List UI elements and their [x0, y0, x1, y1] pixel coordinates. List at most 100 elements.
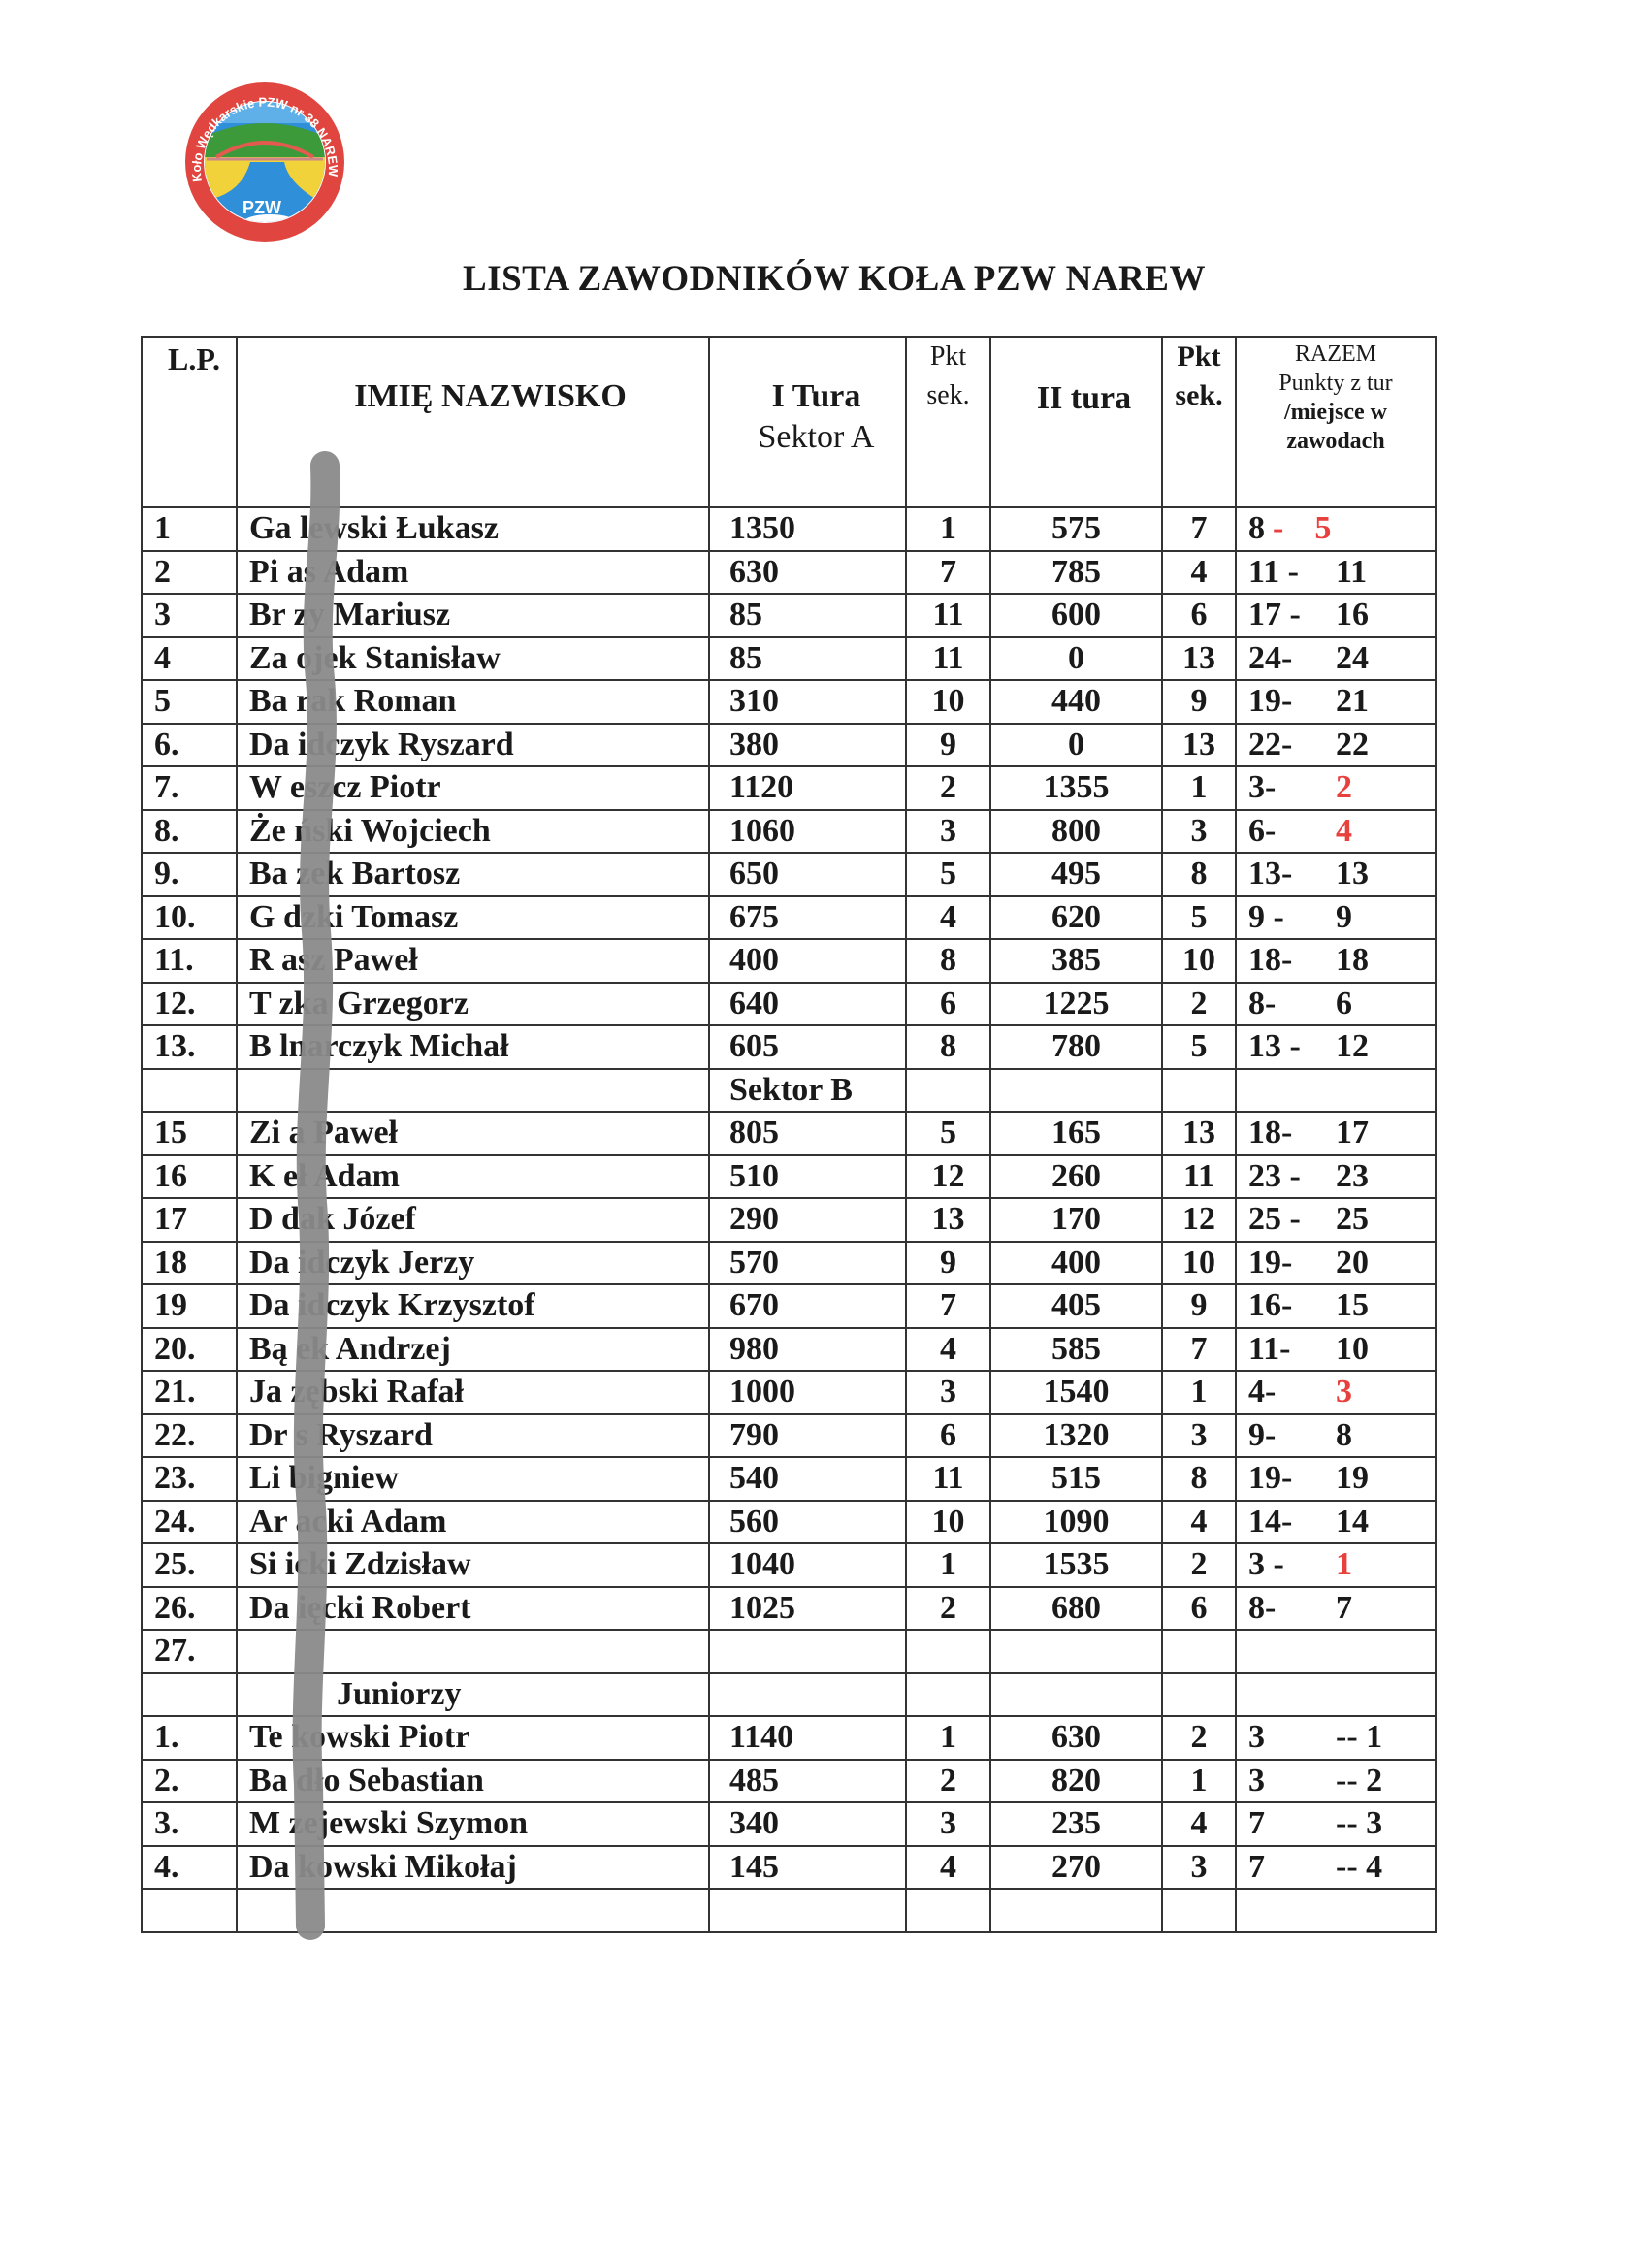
table-row: 4. Da kowski Mikołaj 145 4 270 3 7 -- 4: [141, 1844, 1437, 1890]
cell-p1: 1: [905, 506, 991, 552]
table-row: 20. Bą ek Andrzej 980 4 585 7 11- 10: [141, 1326, 1437, 1372]
cell-t1: 1025: [708, 1585, 907, 1631]
cell-p1: 12: [905, 1153, 991, 1199]
cell-t2: 1320: [989, 1412, 1163, 1458]
cell-r: 8-5: [1235, 506, 1437, 552]
final-place: 21: [1336, 683, 1369, 720]
cell-r: 25 - 25: [1235, 1197, 1437, 1243]
cell-lp: 20.: [141, 1326, 238, 1372]
cell-lp: 23.: [141, 1456, 238, 1502]
cell-name: B lnarczyk Michał: [236, 1024, 710, 1070]
cell-t1: 400: [708, 938, 907, 984]
total-points: 19-: [1248, 1460, 1293, 1497]
cell-p1: [905, 1067, 991, 1113]
table-row: 7. W eszcz Piotr 1120 2 1355 1 3- 2: [141, 765, 1437, 811]
cell-name: Bą ek Andrzej: [236, 1326, 710, 1372]
pkt-label: Pkt: [929, 341, 967, 372]
final-place: 11: [1336, 553, 1368, 590]
cell-t1: 340: [708, 1801, 907, 1847]
cell-p1: 9: [905, 722, 991, 767]
cell-r: 19- 19: [1235, 1456, 1437, 1502]
table-row: 3 Br zy Mariusz 85 11 600 6 17 - 16: [141, 593, 1437, 638]
cell-p2: 9: [1161, 1283, 1237, 1329]
cell-name: Te kowski Piotr: [236, 1715, 710, 1761]
cell-t2: 165: [989, 1111, 1163, 1156]
cell-p2: 11: [1161, 1153, 1237, 1199]
final-place: 5: [1314, 510, 1332, 547]
final-place: 23: [1336, 1157, 1369, 1194]
cell-t1: 510: [708, 1153, 907, 1199]
cell-lp: 27.: [141, 1629, 238, 1674]
table-row: 13. B lnarczyk Michał 605 8 780 5 13 - 12: [141, 1024, 1437, 1070]
total-sub3: zawodach: [1286, 429, 1385, 454]
cell-p2: 1: [1161, 765, 1237, 811]
cell-t2: 785: [989, 549, 1163, 595]
cell-p1: [905, 1629, 991, 1674]
cell-p2: 4: [1161, 549, 1237, 595]
total-points: 7: [1248, 1805, 1265, 1842]
cell-t2: 820: [989, 1758, 1163, 1803]
cell-name: Dr s Ryszard: [236, 1412, 710, 1458]
section-row: Sektor B: [141, 1067, 1437, 1113]
cell-t2: 235: [989, 1801, 1163, 1847]
cell-p2: 10: [1161, 938, 1237, 984]
cell-r: 23 - 23: [1235, 1153, 1437, 1199]
table-row: 23. Li bigniew 540 11 515 8 19- 19: [141, 1456, 1437, 1502]
total-points: 19-: [1248, 1244, 1293, 1280]
cell-p2: 2: [1161, 1542, 1237, 1588]
cell-t1: 605: [708, 1024, 907, 1070]
cell-lp: [141, 1888, 238, 1933]
cell-t1: 805: [708, 1111, 907, 1156]
cell-t1: [708, 1629, 907, 1674]
club-logo: PZW Koło Wędkarskie PZW nr 38 NAREW w Os…: [182, 80, 344, 242]
cell-p1: 3: [905, 1370, 991, 1415]
competitors-table: L.P. IMIĘ NAZWISKO I Tura Sektor A Pkt sek…: [141, 336, 1437, 1933]
final-place: 12: [1336, 1028, 1369, 1065]
table-row: 16 K eł Adam 510 12 260 11 23 - 23: [141, 1153, 1437, 1199]
cell-name: Ga lewski Łukasz: [236, 506, 710, 552]
cell-r: 3 - 1: [1235, 1542, 1437, 1588]
cell-t1: 1000: [708, 1370, 907, 1415]
cell-t2: 1535: [989, 1542, 1163, 1588]
total-points: 24-: [1248, 639, 1293, 676]
cell-r: 19- 20: [1235, 1240, 1437, 1285]
table-row: 1 Ga lewski Łukasz 1350 1 575 7 8-5: [141, 506, 1437, 552]
cell-lp: 13.: [141, 1024, 238, 1070]
cell-t1: 790: [708, 1412, 907, 1458]
cell-p2: 4: [1161, 1499, 1237, 1544]
cell-name: Że ński Wojciech: [236, 808, 710, 854]
cell-t1: 1350: [708, 506, 907, 552]
cell-p2: 6: [1161, 593, 1237, 638]
sek-label: sek.: [926, 380, 970, 410]
cell-lp: 12.: [141, 981, 238, 1026]
final-place: 15: [1336, 1287, 1369, 1324]
cell-p2: 12: [1161, 1197, 1237, 1243]
cell-p1: 11: [905, 593, 991, 638]
cell-t1: 1140: [708, 1715, 907, 1761]
final-place: 3: [1336, 1374, 1352, 1410]
cell-t1: 560: [708, 1499, 907, 1544]
total-label: RAZEM: [1295, 341, 1376, 367]
cell-lp: 6.: [141, 722, 238, 767]
table-row: 1. Te kowski Piotr 1140 1 630 2 3 -- 1: [141, 1715, 1437, 1761]
total-sub2: /miejsce w: [1284, 400, 1387, 425]
cell-lp: 17: [141, 1197, 238, 1243]
cell-lp: 18: [141, 1240, 238, 1285]
cell-t2: 680: [989, 1585, 1163, 1631]
table-row: 15 Zi a Paweł 805 5 165 13 18- 17: [141, 1111, 1437, 1156]
cell-name: Ba rak Roman: [236, 679, 710, 725]
table-row: 18 Da idczyk Jerzy 570 9 400 10 19- 20: [141, 1240, 1437, 1285]
total-points: 18-: [1248, 1115, 1293, 1151]
cell-t1: 640: [708, 981, 907, 1026]
cell-r: 3- 2: [1235, 765, 1437, 811]
cell-t1: 675: [708, 894, 907, 940]
total-points: 16-: [1248, 1287, 1293, 1324]
cell-t1: 290: [708, 1197, 907, 1243]
cell-lp: [141, 1067, 238, 1113]
final-place: -- 3: [1336, 1805, 1383, 1842]
cell-name: Juniorzy: [236, 1671, 710, 1717]
col-header-round2: II tura: [989, 336, 1163, 508]
cell-r: 17 - 16: [1235, 593, 1437, 638]
cell-t2: [989, 1888, 1163, 1933]
total-points: 13 -: [1248, 1028, 1301, 1065]
